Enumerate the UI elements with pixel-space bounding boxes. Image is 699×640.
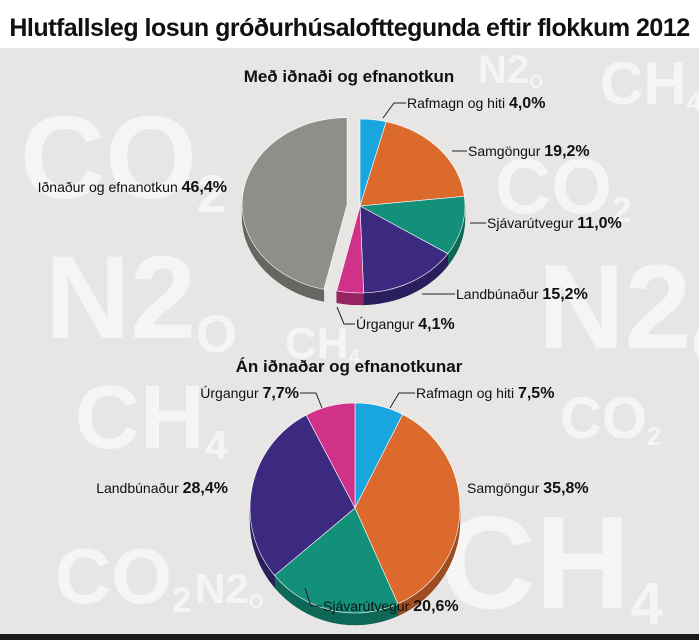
watermark-6: CH4: [285, 319, 361, 368]
pie-1: [241, 117, 466, 306]
pie-2-slice-5: [305, 402, 356, 509]
pie-2-label-4: Landbúnaður 28,4%: [96, 480, 228, 497]
pie-2-leader-3: [304, 587, 322, 607]
pie-charts-svg: CO2N2OCH4CO2N2OCH4N2OCO2CH4CO2N2OCH4Með …: [20, 48, 699, 634]
pie-2-slice-2: [354, 414, 461, 605]
pie-1-leader-5: [336, 306, 355, 325]
chart-1-title: Með iðnaði og efnanotkun: [244, 67, 455, 86]
pie-1-slice-6: [241, 117, 348, 290]
watermark-7: N2O: [538, 240, 699, 374]
bottom-rule: [0, 634, 699, 640]
pie-1-slice-2: [359, 121, 465, 207]
pie-1-leader-1: [382, 102, 406, 119]
watermark-8: CO2: [560, 386, 661, 451]
watermark-4: CO2: [495, 142, 631, 230]
watermark-11: N2O: [195, 565, 263, 613]
chart-2-title: Án iðnaðar og efnanotkunar: [236, 357, 463, 376]
pie-1-slice-5: [336, 205, 364, 294]
pie-1-label-2: Samgöngur 19,2%: [468, 143, 590, 160]
pie-2-leader-1: [389, 392, 415, 409]
pie-1-label-5: Úrgangur 4,1%: [356, 316, 455, 333]
pie-1-slice-3: [358, 195, 466, 255]
watermark-2: N2O: [478, 48, 543, 92]
watermark-5: N2O: [45, 232, 237, 364]
pie-2: [249, 402, 461, 626]
pie-1-label-3: Sjávarútvegur 11,0%: [487, 215, 622, 232]
pie-2-slice-4: [249, 414, 356, 576]
figure-title: Hlutfallsleg losun gróðurhúsalofttegunda…: [9, 14, 690, 42]
pie-2-leader-5: [300, 392, 323, 409]
watermark-9: CH4: [75, 368, 228, 468]
pie-2-label-5: Úrgangur 7,7%: [200, 385, 299, 402]
watermark-3: CH4: [600, 50, 699, 117]
watermark-12: CH4: [440, 489, 664, 634]
pie-2-label-2: Samgöngur 35,8%: [467, 480, 589, 497]
pie-1-label-4: Landbúnaður 15,2%: [456, 286, 588, 303]
pie-2-slice-3: [274, 507, 399, 614]
pie-1-label-1: Rafmagn og hiti 4,0%: [407, 95, 545, 112]
pie-1-label-6: Iðnaður og efnanotkun 46,4%: [38, 179, 227, 196]
pie-2-label-3: Sjávarútvegur 20,6%: [323, 598, 459, 615]
watermark-1: CO2: [20, 92, 226, 224]
pie-2-label-1: Rafmagn og hiti 7,5%: [416, 385, 554, 402]
watermark-10: CO2: [55, 532, 191, 620]
chart-panel: CO2N2OCH4CO2N2OCH4N2OCO2CH4CO2N2OCH4Með …: [0, 48, 699, 634]
pie-1-slice-4: [359, 205, 449, 294]
